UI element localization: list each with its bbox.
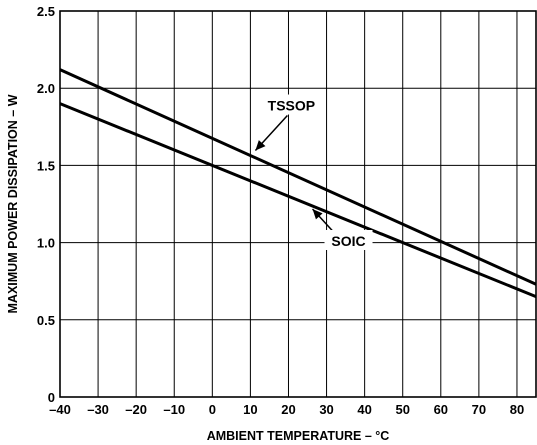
grid: [59, 10, 536, 398]
series-line-soic: [59, 102, 537, 299]
y-tick-label: 1.0: [37, 236, 55, 251]
y-tick-label: 0: [48, 390, 55, 405]
x-tick-label: 0: [209, 402, 216, 417]
x-tick-label: 70: [472, 402, 486, 417]
x-axis-label: AMBIENT TEMPERATURE – °C: [207, 429, 390, 443]
y-axis-label: MAXIMUM POWER DISSIPATION – W: [6, 94, 20, 313]
x-tick-label: –30: [87, 402, 109, 417]
annotation-label-bg: [262, 94, 321, 115]
y-tick-label: 1.5: [37, 158, 55, 173]
annotations: TSSOP SOIC: [254, 94, 373, 250]
y-tick-label: 2.5: [37, 4, 55, 19]
tick-labels: –40 –30 –20 –10 0 10 20 30 40 50 60 70 80 0 0.5 1.0 1.5 2…: [37, 4, 524, 417]
plot-frame: [59, 10, 537, 398]
x-tick-label: –40: [49, 402, 71, 417]
x-tick-label: 10: [243, 402, 257, 417]
x-tick-label: 80: [510, 402, 524, 417]
series-label-soic: SOIC: [331, 233, 365, 249]
annotation-label-bg: [324, 230, 373, 250]
x-tick-label: 30: [319, 402, 333, 417]
annotation-arrowhead: [255, 140, 266, 151]
x-tick-label: 50: [395, 402, 409, 417]
x-tick-label: 40: [357, 402, 371, 417]
series-line-tssop: [59, 68, 537, 286]
x-tick-label: 60: [434, 402, 448, 417]
x-tick-label: –20: [125, 402, 147, 417]
x-tick-label: –10: [163, 402, 185, 417]
y-tick-label: 0.5: [37, 313, 55, 328]
annotation-arrowhead: [312, 209, 323, 220]
y-tick-label: 2.0: [37, 81, 55, 96]
x-tick-label: 20: [281, 402, 295, 417]
series-lines: [59, 68, 537, 299]
series-label-tssop: TSSOP: [268, 98, 315, 114]
